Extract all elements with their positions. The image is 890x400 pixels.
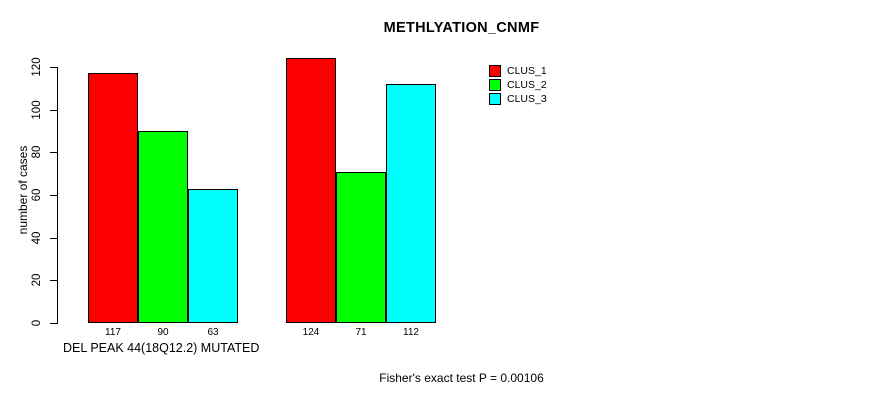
bar-value-label: 117	[105, 327, 121, 338]
bar-clus_2-group2	[336, 172, 386, 323]
legend-color-swatch	[489, 65, 501, 77]
bar-clus_3-group2	[386, 84, 436, 323]
y-tick-label: 100	[31, 100, 43, 120]
y-tick-label: 40	[31, 231, 43, 245]
y-tick-mark	[50, 323, 57, 324]
bar-value-label: 90	[157, 327, 169, 338]
y-tick-label: 80	[31, 145, 43, 159]
y-axis-label: number of cases	[16, 145, 30, 235]
y-tick-mark	[50, 238, 57, 239]
y-tick-mark	[50, 195, 57, 196]
chart-title: METHLYATION_CNMF	[383, 20, 540, 36]
y-tick-mark	[50, 280, 57, 281]
legend-item-clus_2: CLUS_2	[489, 79, 547, 91]
y-tick-label: 20	[31, 273, 43, 287]
x-axis-label: DEL PEAK 44(18Q12.2) MUTATED	[63, 341, 260, 355]
bar-value-label: 124	[302, 327, 320, 338]
legend-color-swatch	[489, 93, 501, 105]
legend-label: CLUS_2	[507, 79, 547, 91]
bar-value-label: 71	[355, 327, 367, 338]
bar-clus_1-group1	[88, 73, 138, 323]
y-tick-label: 120	[31, 57, 43, 77]
y-tick-label: 0	[31, 319, 43, 327]
y-tick-mark	[50, 152, 57, 153]
bar-value-label: 112	[403, 327, 419, 338]
legend-color-swatch	[489, 79, 501, 91]
bar-clus_1-group2	[286, 58, 336, 323]
y-axis-line	[57, 67, 58, 324]
legend-label: CLUS_1	[507, 65, 547, 77]
y-tick-mark	[50, 110, 57, 111]
legend-item-clus_1: CLUS_1	[489, 65, 547, 77]
bar-clus_2-group1	[138, 131, 188, 323]
bar-clus_3-group1	[188, 189, 238, 323]
y-tick-mark	[50, 67, 57, 68]
bar-value-label: 63	[207, 327, 219, 338]
legend-label: CLUS_3	[507, 93, 547, 105]
legend-item-clus_3: CLUS_3	[489, 93, 547, 105]
annotation-text: Fisher's exact test P = 0.00106	[379, 371, 544, 385]
y-tick-label: 60	[31, 188, 43, 202]
